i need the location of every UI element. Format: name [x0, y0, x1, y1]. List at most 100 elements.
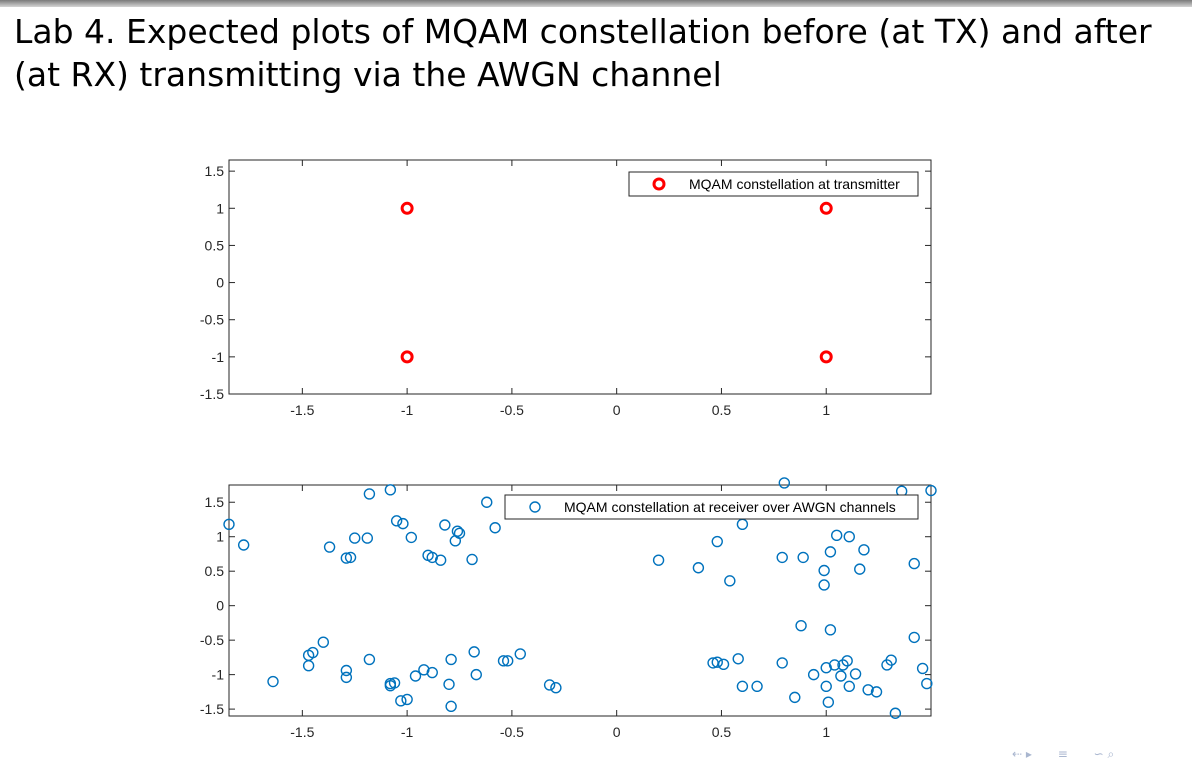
- y-tick-label: 1.5: [205, 494, 225, 510]
- data-point: [822, 696, 835, 708]
- y-tick-label: 0: [216, 275, 224, 291]
- data-point: [841, 655, 853, 667]
- data-point: [434, 554, 447, 566]
- y-tick-label: 0.5: [205, 563, 225, 579]
- y-tick-label: 1: [216, 529, 224, 545]
- legend-box: [628, 171, 919, 197]
- data-point: [344, 551, 357, 564]
- data-point: [818, 579, 830, 591]
- data-point: [451, 525, 464, 537]
- data-point: [388, 677, 401, 689]
- legend-marker: [529, 501, 541, 513]
- data-point: [401, 693, 413, 706]
- data-point: [835, 670, 847, 682]
- x-tick-label: -0.5: [500, 724, 524, 740]
- slide-top-bar: [0, 0, 1192, 7]
- data-point: [849, 668, 862, 680]
- data-point: [925, 484, 937, 497]
- data-point: [323, 541, 336, 553]
- y-tick-label: 1.5: [205, 163, 225, 179]
- x-tick-label: -1.5: [290, 402, 314, 418]
- data-point: [267, 675, 279, 688]
- data-point: [807, 668, 820, 681]
- data-point: [390, 515, 403, 527]
- data-point: [824, 546, 837, 558]
- data-point: [843, 531, 855, 543]
- data-point: [400, 201, 414, 215]
- legend-marker: [652, 177, 666, 191]
- data-point: [468, 646, 480, 658]
- data-point: [307, 646, 319, 659]
- menu-icon[interactable]: ≡: [1057, 747, 1068, 761]
- data-point: [439, 519, 451, 531]
- data-point: [843, 680, 855, 693]
- data-point: [885, 654, 897, 666]
- data-point: [862, 684, 874, 696]
- data-point: [828, 659, 841, 671]
- section-nav-icon[interactable]: ⇠ ▸: [1012, 747, 1032, 761]
- data-point: [445, 700, 457, 713]
- legend-label: MQAM constellation at transmitter: [689, 176, 900, 192]
- data-point: [340, 664, 353, 677]
- data-point: [400, 350, 414, 364]
- data-point: [789, 691, 801, 704]
- data-point: [466, 553, 478, 566]
- data-point: [349, 532, 361, 544]
- plot-area-frame: [228, 159, 932, 395]
- data-point: [921, 677, 933, 690]
- data-point: [470, 668, 482, 681]
- data-point: [837, 659, 849, 671]
- data-point: [223, 518, 235, 531]
- data-point: [824, 624, 837, 636]
- data-point: [797, 551, 809, 564]
- data-point: [497, 655, 510, 667]
- y-tick-label: -0.5: [200, 632, 224, 648]
- data-point: [717, 658, 730, 670]
- data-point: [502, 655, 514, 667]
- data-point: [652, 554, 665, 566]
- data-point: [724, 575, 736, 587]
- data-point: [514, 648, 526, 660]
- data-point: [776, 551, 788, 564]
- data-point: [711, 535, 723, 548]
- data-point: [711, 656, 723, 668]
- data-point: [363, 488, 376, 500]
- data-point: [870, 686, 883, 698]
- data-point: [384, 484, 397, 496]
- data-point: [908, 557, 920, 570]
- legend-label: MQAM constellation at receiver over AWGN…: [564, 499, 896, 515]
- data-point: [397, 517, 409, 530]
- search-icon[interactable]: ∽ ⌕: [1093, 747, 1115, 761]
- data-point: [550, 682, 562, 694]
- data-point: [692, 562, 705, 574]
- data-point: [776, 657, 788, 669]
- data-point: [395, 695, 407, 707]
- y-tick-label: -1.5: [200, 386, 224, 402]
- y-tick-label: -1: [212, 349, 225, 365]
- data-point: [405, 531, 418, 544]
- rx-constellation-chart: -1.5 -1 -0.5 0 0.5 1 1.5 1 0.5 0 -0.5 -1 -1.5 MQAM co…: [200, 477, 937, 740]
- x-tick-label: 1: [822, 402, 830, 418]
- x-tick-label: -1.5: [290, 724, 314, 740]
- data-point: [489, 522, 501, 534]
- y-tick-label: -1: [212, 667, 225, 683]
- data-point: [237, 539, 250, 551]
- x-tick-label: -1: [401, 724, 414, 740]
- data-point: [889, 707, 902, 719]
- tx-constellation-chart: -1.5 -1 -0.5 0 0.5 1 1.5 1 0.5 0 -0.5 -1 -1.5 MQAM co…: [200, 159, 932, 418]
- data-point: [732, 653, 744, 665]
- data-point: [409, 670, 422, 682]
- data-point: [340, 671, 353, 684]
- plot-area-frame: [228, 484, 932, 717]
- data-point: [818, 564, 830, 577]
- data-point: [426, 666, 438, 679]
- beamer-nav-bar: ⇠ ▸ ≡ ∽ ⌕: [1012, 747, 1136, 762]
- data-point: [908, 631, 920, 644]
- x-tick-label: -1: [401, 402, 414, 418]
- y-tick-label: -0.5: [200, 312, 224, 328]
- legend-box: [504, 494, 919, 520]
- data-point: [453, 527, 466, 539]
- y-tick-label: 0: [216, 598, 224, 614]
- data-point: [778, 477, 791, 489]
- y-tick-label: 0.5: [205, 237, 225, 253]
